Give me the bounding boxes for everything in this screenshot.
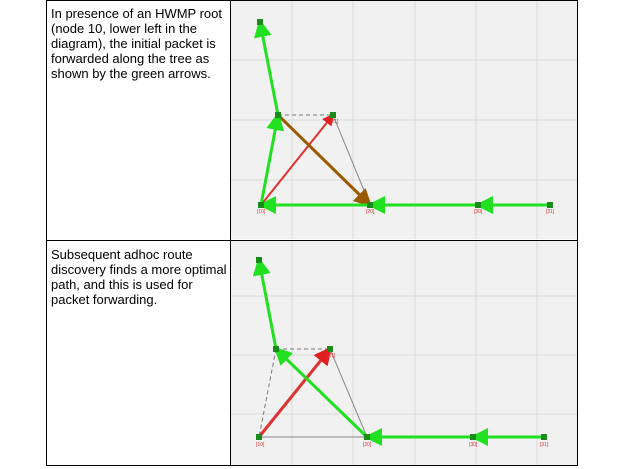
diagram-2: [10] [20] [30] [31] [21]	[252, 257, 549, 448]
diagram-bg	[231, 241, 577, 465]
node-label: [20]	[363, 442, 372, 448]
row-text: Subsequent adhoc route discovery finds a…	[51, 247, 227, 307]
table-border	[46, 0, 578, 466]
node-label: [30]	[469, 442, 478, 448]
node-label: [31]	[540, 442, 549, 448]
node-label: [30]	[474, 209, 483, 215]
node-label: [20]	[366, 209, 375, 215]
node-label: [21]	[327, 353, 336, 359]
node-label: [10]	[256, 442, 265, 448]
node-label: [31]	[546, 209, 555, 215]
node-label: [21]	[330, 119, 339, 125]
node-label: [10]	[257, 209, 266, 215]
row-text: In presence of an HWMP root (node 10, lo…	[51, 6, 223, 81]
diagram-1: [10] [20] [30] [31] [21]	[254, 19, 555, 215]
